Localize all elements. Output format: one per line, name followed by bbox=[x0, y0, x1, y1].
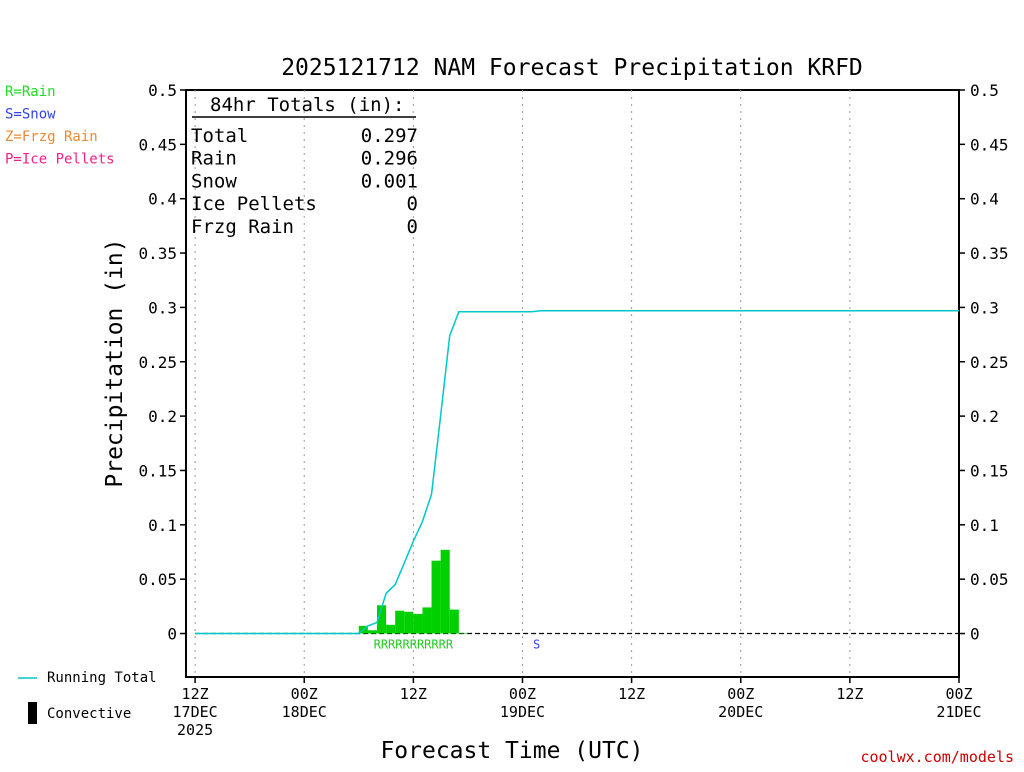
legend-type-1: S=Snow bbox=[5, 107, 56, 123]
ytick-left-label: 0 bbox=[167, 625, 177, 644]
ytick-right-label: 0.45 bbox=[970, 135, 1009, 154]
legend-convective-swatch bbox=[28, 702, 37, 724]
ytick-left-label: 0.15 bbox=[138, 461, 177, 480]
ytick-left-label: 0.25 bbox=[138, 353, 177, 372]
precip-bar bbox=[431, 560, 441, 634]
legend-series-label-0: Running Total bbox=[47, 670, 157, 686]
xtick-label: 20DEC bbox=[718, 703, 763, 721]
xtick-label: 12Z bbox=[836, 685, 863, 703]
running-total-line bbox=[195, 309, 959, 635]
ytick-left-label: 0.05 bbox=[138, 570, 177, 589]
ytick-right-label: 0.15 bbox=[970, 461, 1009, 480]
totals-rows: Total 0.297 Rain 0.296 Snow 0.001 Ice Pellets 0… bbox=[191, 125, 418, 238]
y-axis-left: 0 0.05 0.1 0.15 0.2 0.25 0.3 0.35 0.4 0.45 0.5 bbox=[138, 81, 186, 644]
y-axis-right: 0 0.05 0.1 0.15 0.2 0.25 0.3 0.35 0.4 0.45 0.5 bbox=[959, 81, 1009, 644]
precip-bar bbox=[440, 549, 450, 634]
precip-bar bbox=[404, 611, 414, 634]
precip-bar bbox=[422, 607, 432, 634]
chart-title: 2025121712 NAM Forecast Precipitation KR… bbox=[281, 55, 863, 81]
totals-value-1: 0.296 bbox=[361, 148, 418, 170]
legend-type-3: P=Ice Pellets bbox=[5, 152, 115, 168]
totals-label-3: Ice Pellets bbox=[191, 193, 317, 215]
precip-type-legend: R=Rain S=Snow Z=Frzg Rain P=Ice Pellets bbox=[5, 84, 115, 168]
plot-frame bbox=[185, 89, 960, 678]
hourly-precip-bars bbox=[358, 549, 468, 634]
totals-label-2: Snow bbox=[191, 170, 237, 192]
precip-bar bbox=[413, 613, 423, 634]
legend-series-label-1: Convective bbox=[47, 706, 131, 722]
ytick-right-label: 0.3 bbox=[970, 298, 999, 317]
precip-bar bbox=[458, 632, 468, 634]
totals-value-3: 0 bbox=[407, 193, 418, 215]
totals-label-1: Rain bbox=[191, 148, 237, 170]
xtick-label: 00Z bbox=[509, 685, 536, 703]
xtick-label: 18DEC bbox=[282, 703, 327, 721]
xtick-label: 12Z bbox=[182, 685, 209, 703]
ytick-right-label: 0.5 bbox=[970, 81, 999, 100]
x-axis-label: Forecast Time (UTC) bbox=[380, 738, 643, 764]
totals-value-2: 0.001 bbox=[361, 170, 418, 192]
ytick-right-label: 0.2 bbox=[970, 407, 999, 426]
precip-bar bbox=[376, 605, 387, 634]
xtick-label: 21DEC bbox=[936, 703, 981, 721]
xtick-label: 00Z bbox=[291, 685, 318, 703]
totals-label-0: Total bbox=[191, 125, 248, 147]
legend-type-0: R=Rain bbox=[5, 84, 56, 100]
ytick-right-label: 0.05 bbox=[970, 570, 1009, 589]
ytick-left-label: 0.35 bbox=[138, 244, 177, 263]
xtick-label: 12Z bbox=[400, 685, 427, 703]
ytick-left-label: 0.4 bbox=[148, 190, 177, 209]
ytick-right-label: 0.1 bbox=[970, 516, 999, 535]
xtick-label: 17DEC bbox=[173, 703, 218, 721]
series-legend: Running Total Convective bbox=[18, 670, 157, 724]
ytick-left-label: 0.1 bbox=[148, 516, 177, 535]
precip-bar bbox=[395, 610, 405, 634]
ytick-left-label: 0.2 bbox=[148, 407, 177, 426]
ytick-left-label: 0.45 bbox=[138, 135, 177, 154]
precip-bar bbox=[386, 624, 396, 634]
totals-heading: 84hr Totals (in): bbox=[210, 94, 404, 116]
rain-type-mark: RRRRRRRRRRR bbox=[374, 638, 454, 652]
totals-value-4: 0 bbox=[407, 216, 418, 238]
precip-bar bbox=[367, 630, 377, 634]
snow-type-mark: S bbox=[533, 638, 540, 652]
ytick-right-label: 0.25 bbox=[970, 353, 1009, 372]
totals-box: 84hr Totals (in): Total 0.297 Rain 0.296 Sno… bbox=[191, 94, 418, 238]
y-axis-label: Precipitation (in) bbox=[102, 238, 128, 487]
xtick-label: 12Z bbox=[618, 685, 645, 703]
xtick-label: 2025 bbox=[177, 721, 213, 739]
totals-label-4: Frzg Rain bbox=[191, 216, 294, 238]
legend-type-2: Z=Frzg Rain bbox=[5, 129, 98, 145]
ytick-left-label: 0.3 bbox=[148, 298, 177, 317]
vertical-gridlines bbox=[194, 90, 851, 677]
xtick-label: 00Z bbox=[727, 685, 754, 703]
xtick-label: 19DEC bbox=[500, 703, 545, 721]
ytick-right-label: 0.4 bbox=[970, 190, 999, 209]
xtick-label: 00Z bbox=[945, 685, 972, 703]
ytick-right-label: 0 bbox=[970, 625, 980, 644]
ytick-left-label: 0.5 bbox=[148, 81, 177, 100]
credit-text: coolwx.com/models bbox=[860, 748, 1014, 766]
precip-type-marks: RRRRRRRRRRR S bbox=[374, 638, 541, 652]
precip-bar bbox=[449, 609, 459, 634]
totals-value-0: 0.297 bbox=[361, 125, 418, 147]
ytick-right-label: 0.35 bbox=[970, 244, 1009, 263]
